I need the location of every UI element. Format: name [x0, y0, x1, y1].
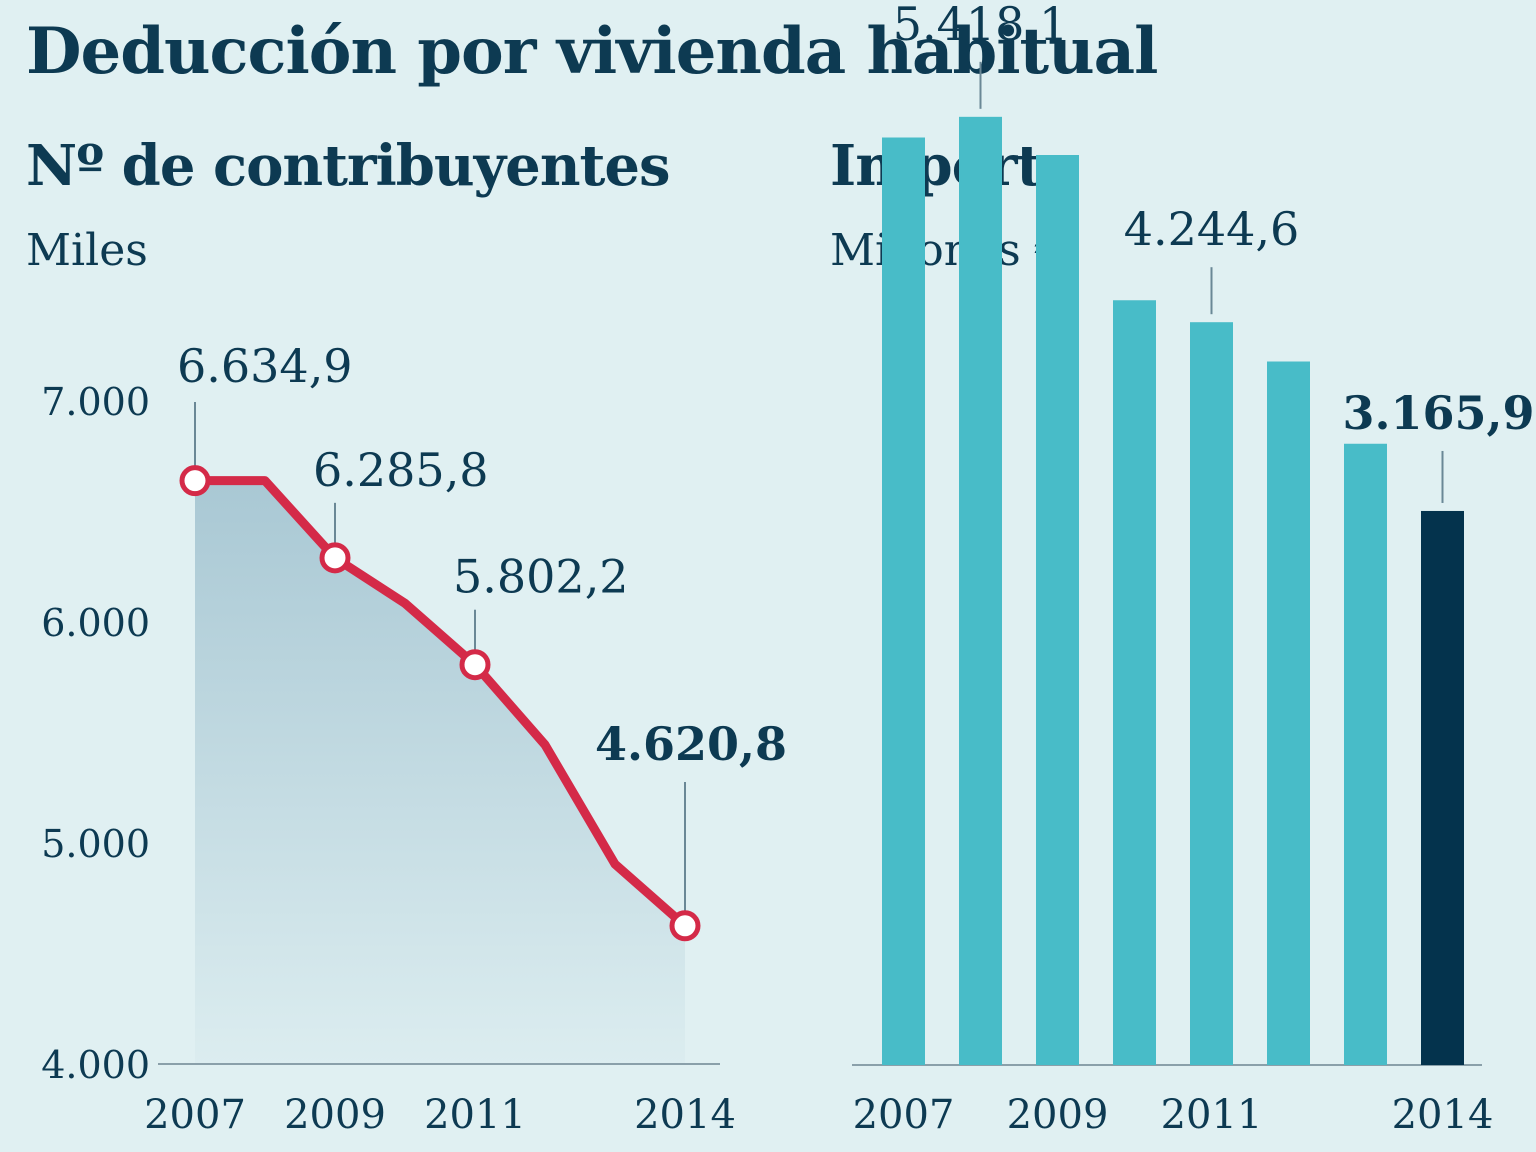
- x-tick-label: 2007: [144, 1092, 246, 1138]
- data-label: 3.165,9: [1343, 386, 1535, 440]
- bar-chart: 5.418,1 4.244,6 3.165,9 2007 2009 2011 2014: [852, 0, 1535, 1138]
- line-chart: 4.000 5.000 6.000 7.000 6.634,9 6.285,8 5.802,…: [41, 339, 787, 1138]
- line-point-marker: [669, 910, 701, 942]
- line-chart-title: Nº de contribuyentes: [26, 133, 671, 199]
- data-label: 5.418,1: [893, 0, 1069, 51]
- bar: [1036, 155, 1079, 1065]
- y-tick-label: 7.000: [41, 380, 150, 424]
- bar: [1421, 510, 1464, 1065]
- x-tick-label: 2007: [853, 1092, 955, 1138]
- chart-title: Deducción por vivienda habitual: [26, 14, 1158, 89]
- bar: [1190, 322, 1233, 1065]
- data-label: 6.285,8: [313, 443, 489, 497]
- bar: [1267, 361, 1310, 1065]
- line-area-fill: [195, 480, 685, 1063]
- data-label: 6.634,9: [177, 339, 353, 393]
- x-tick-label: 2014: [1392, 1092, 1494, 1138]
- bar: [959, 116, 1002, 1065]
- line-point-marker: [319, 542, 351, 574]
- y-tick-label: 4.000: [41, 1043, 150, 1087]
- x-tick-label: 2009: [284, 1092, 386, 1138]
- bar: [1113, 300, 1156, 1065]
- y-tick-label: 6.000: [41, 601, 150, 645]
- line-series: [190, 476, 690, 931]
- bar-chart-title: Importe: [830, 133, 1077, 199]
- data-label: 4.244,6: [1124, 202, 1300, 256]
- line-chart-unit: Miles: [26, 225, 148, 276]
- bar: [1344, 443, 1387, 1065]
- x-tick-label: 2009: [1007, 1092, 1109, 1138]
- y-tick-label: 5.000: [41, 822, 150, 866]
- x-tick-label: 2011: [1161, 1092, 1263, 1138]
- bar-chart-unit: Millones €: [830, 225, 1063, 276]
- data-label: 5.802,2: [453, 550, 629, 604]
- x-tick-label: 2011: [424, 1092, 526, 1138]
- bar: [882, 137, 925, 1065]
- data-label: 4.620,8: [595, 717, 787, 771]
- line-point-marker: [179, 465, 211, 497]
- line-point-marker: [459, 649, 491, 681]
- x-tick-label: 2014: [634, 1092, 736, 1138]
